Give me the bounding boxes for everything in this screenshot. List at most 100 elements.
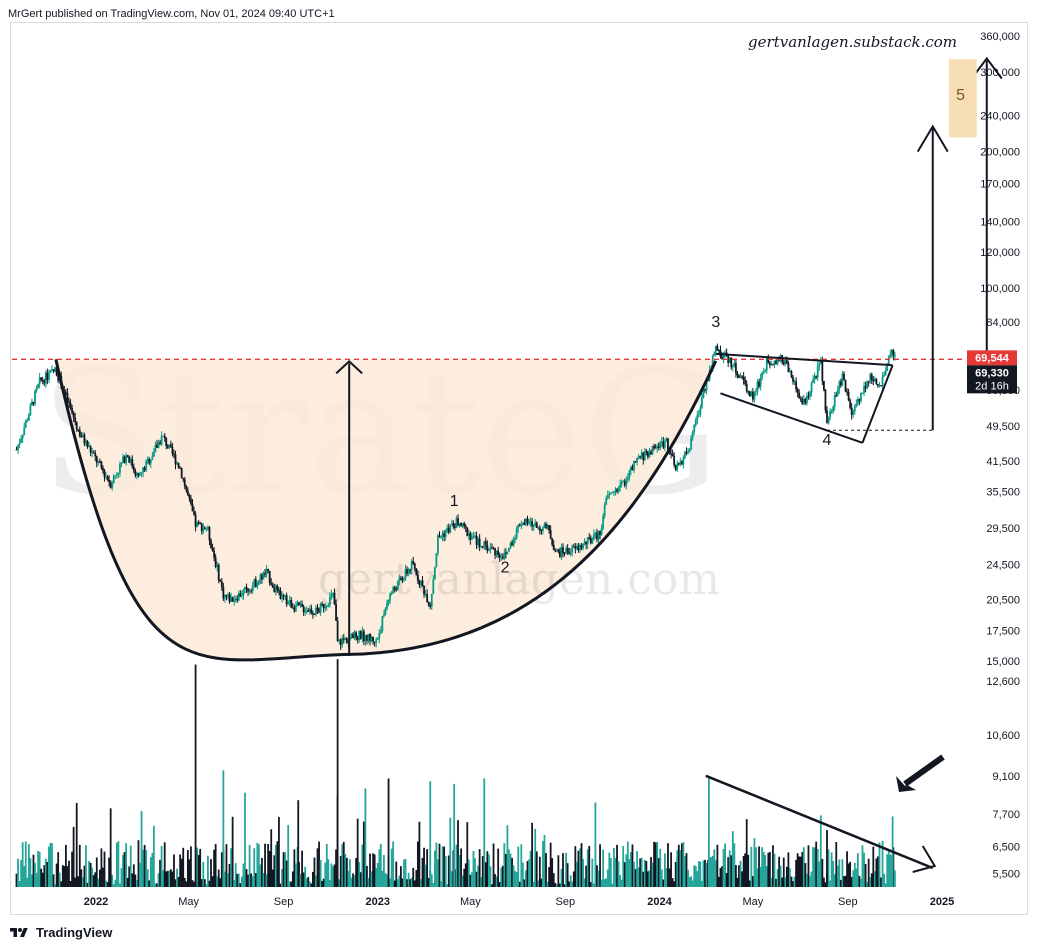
volume-bar [722, 848, 725, 887]
volume-bar [846, 851, 848, 887]
volume-bar [299, 874, 302, 887]
candle-body [758, 381, 760, 387]
volume-bar [120, 868, 123, 887]
candle-body [660, 441, 663, 443]
candle-body [55, 367, 58, 376]
volume-bar [54, 884, 56, 887]
volume-bar [370, 871, 373, 887]
candle-body [647, 452, 649, 457]
volume-bar [401, 878, 404, 887]
volume-bar [233, 880, 236, 887]
volume-bar [741, 871, 743, 887]
candle-body [285, 595, 288, 605]
candle-body [200, 523, 203, 532]
volume-bar [274, 844, 277, 887]
volume-bar [795, 859, 798, 887]
volume-bar [858, 875, 861, 887]
volume-bar [518, 881, 521, 887]
candle-body [216, 564, 219, 567]
candle-body [662, 441, 665, 448]
candle-body [245, 587, 248, 589]
volume-bar [412, 867, 415, 887]
candle-body [353, 632, 356, 639]
candle-body [390, 593, 393, 595]
volume-bar [386, 874, 388, 887]
candle-body [690, 437, 693, 450]
candle-body [299, 604, 302, 606]
volume-bar [220, 852, 223, 887]
candle-body [41, 380, 44, 382]
volume-bar [58, 872, 61, 887]
chart-frame[interactable] [10, 22, 1028, 915]
volume-bar [827, 849, 830, 887]
volume-bar [884, 883, 887, 887]
volume-bar [217, 869, 220, 887]
volume-bar [264, 843, 266, 887]
candle-body [332, 592, 334, 595]
volume-bar [183, 877, 186, 887]
volume-bar [806, 873, 808, 887]
volume-bar [171, 871, 174, 887]
volume-bar [205, 884, 208, 887]
volume-spike [194, 664, 197, 887]
candle-body [276, 585, 279, 591]
candle-body [151, 456, 154, 460]
volume-bar [608, 852, 611, 887]
volume-bar [702, 860, 705, 887]
volume-bar [441, 846, 444, 887]
volume-bar [68, 860, 70, 887]
candle-body [515, 528, 518, 538]
candle-body [34, 390, 36, 404]
candle-body [399, 578, 402, 580]
candle-body [688, 449, 691, 453]
volume-bar [679, 849, 682, 887]
volume-bar [586, 849, 589, 887]
candle-body [467, 533, 470, 536]
candle-body [359, 631, 362, 639]
volume-bar [46, 861, 49, 887]
volume-bar [880, 877, 882, 887]
volume-bar [461, 875, 464, 887]
candle-body [29, 405, 32, 415]
plot-area [15, 343, 896, 887]
volume-bar [349, 859, 351, 887]
candle-body [416, 574, 419, 581]
volume-bar [245, 869, 248, 887]
volume-bar [693, 865, 696, 887]
candle-body [643, 451, 646, 461]
volume-bar [696, 870, 699, 887]
volume-bar [793, 876, 796, 887]
volume-bar [563, 884, 566, 887]
volume-bar [592, 883, 595, 887]
volume-bar [302, 872, 305, 887]
candle-body [139, 473, 141, 476]
candle-body [213, 550, 216, 558]
volume-bar [57, 852, 60, 887]
volume-bar [179, 854, 182, 887]
volume-bar [875, 858, 878, 887]
candle-body [211, 548, 214, 551]
volume-bar [35, 872, 38, 887]
volume-bar [705, 862, 708, 887]
volume-bar [579, 848, 581, 887]
volume-bar [338, 879, 341, 887]
candle-body [381, 616, 384, 632]
volume-bar [78, 844, 81, 887]
candle-body [282, 594, 285, 597]
candle-body [469, 533, 472, 540]
volume-bar [312, 871, 314, 887]
volume-bar [630, 851, 632, 887]
volume-bar [575, 861, 578, 887]
volume-bar [305, 878, 308, 887]
candle-body [421, 580, 424, 586]
volume-bar [409, 879, 412, 887]
volume-bar [776, 869, 779, 887]
volume-bar [670, 852, 672, 887]
volume-bar [853, 862, 856, 887]
volume-spike [429, 781, 432, 887]
volume-bar [399, 866, 402, 887]
volume-bar [662, 879, 665, 887]
candle-body [350, 633, 353, 638]
candle-body [566, 548, 569, 552]
